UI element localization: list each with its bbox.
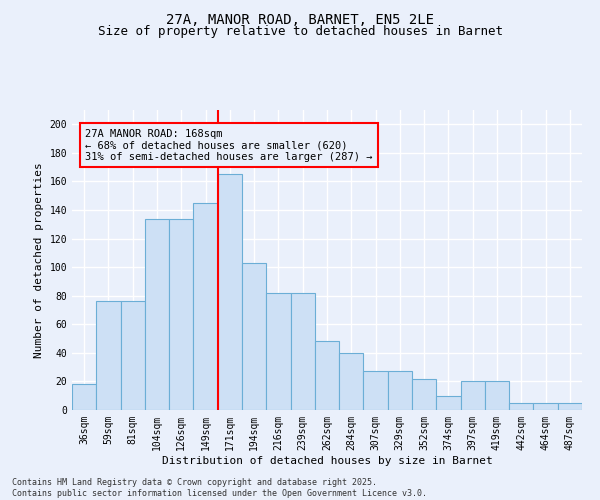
Bar [315, 342, 339, 410]
Bar [169, 218, 193, 410]
Bar [242, 263, 266, 410]
Bar [266, 293, 290, 410]
Bar [290, 293, 315, 410]
Text: 27A MANOR ROAD: 168sqm
← 68% of detached houses are smaller (620)
31% of semi-de: 27A MANOR ROAD: 168sqm ← 68% of detached… [85, 128, 373, 162]
Bar [339, 353, 364, 410]
Bar [412, 378, 436, 410]
Bar [509, 403, 533, 410]
Bar [145, 218, 169, 410]
Bar [72, 384, 96, 410]
Bar [461, 382, 485, 410]
Bar [533, 403, 558, 410]
X-axis label: Distribution of detached houses by size in Barnet: Distribution of detached houses by size … [161, 456, 493, 466]
Bar [193, 203, 218, 410]
Text: 27A, MANOR ROAD, BARNET, EN5 2LE: 27A, MANOR ROAD, BARNET, EN5 2LE [166, 12, 434, 26]
Text: Contains HM Land Registry data © Crown copyright and database right 2025.
Contai: Contains HM Land Registry data © Crown c… [12, 478, 427, 498]
Bar [558, 403, 582, 410]
Bar [121, 302, 145, 410]
Bar [218, 174, 242, 410]
Y-axis label: Number of detached properties: Number of detached properties [34, 162, 44, 358]
Text: Size of property relative to detached houses in Barnet: Size of property relative to detached ho… [97, 25, 503, 38]
Bar [96, 302, 121, 410]
Bar [436, 396, 461, 410]
Bar [364, 372, 388, 410]
Bar [388, 372, 412, 410]
Bar [485, 382, 509, 410]
